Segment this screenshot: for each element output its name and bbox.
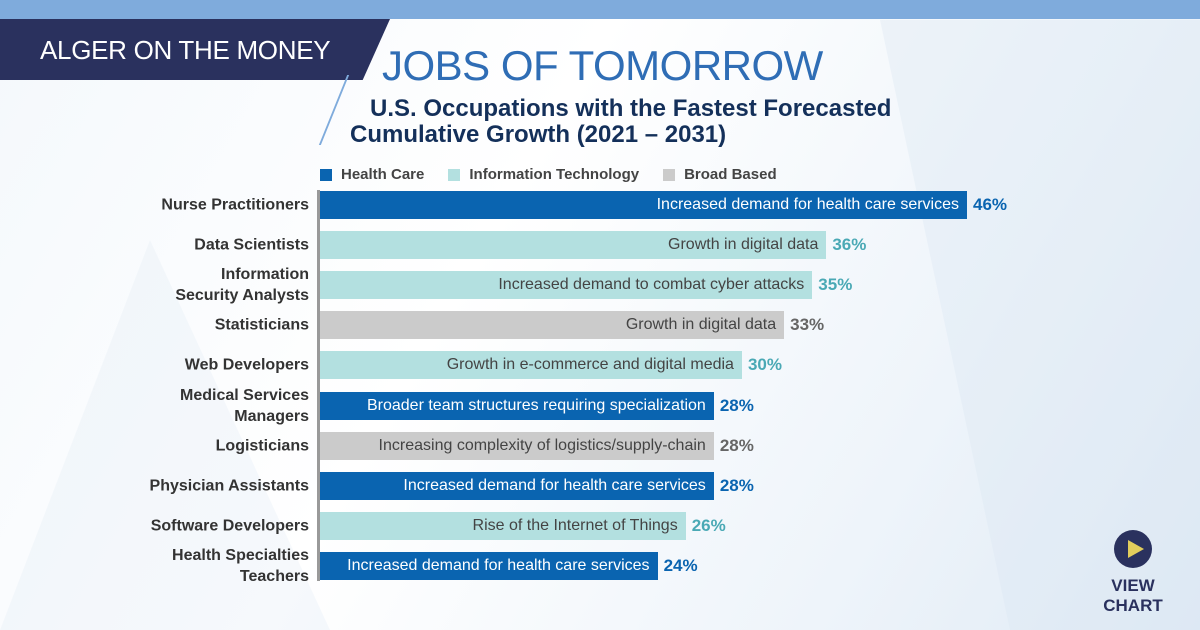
page-title: JOBS OF TOMORROW	[382, 42, 823, 89]
bar-row: Data Scientists Growth in digital data 36%	[0, 225, 1200, 265]
category-label: Data Scientists	[194, 236, 309, 254]
bar: Increased demand for health care service…	[320, 551, 658, 580]
data-label: 28%	[719, 435, 754, 455]
bar-reason-label: Rise of the Internet of Things	[472, 516, 678, 534]
bar-row: Physician Assistants Increased demand for…	[0, 466, 1200, 506]
bar-row: Logisticians Increasing complexity of log…	[0, 426, 1200, 466]
bar: Growth in digital data	[320, 231, 827, 260]
chart-title: U.S. Occupations with the Fastest Foreca…	[350, 96, 970, 148]
legend-swatch	[663, 168, 676, 181]
category-label: Physician Assistants	[149, 477, 309, 495]
data-label: 24%	[663, 555, 698, 575]
bar: Increased demand for health care service…	[320, 191, 967, 219]
chart-title-line1: U.S. Occupations with the Fastest Foreca…	[370, 95, 892, 122]
bar-reason-label: Increased demand to combat cyber attacks	[498, 276, 805, 294]
data-label: 28%	[719, 475, 754, 495]
bar-reason-label: Growth in digital data	[625, 316, 777, 334]
brand-banner: ALGER ON THE MONEY	[0, 19, 390, 80]
legend-item: Information Technology	[448, 166, 639, 183]
view-chart-label[interactable]: VIEW CHART	[1103, 576, 1163, 615]
data-label: 46%	[973, 195, 1008, 214]
category-label: Software Developers	[150, 517, 309, 535]
bar-reason-label: Increased demand for health care service…	[347, 556, 650, 574]
bar: Growth in digital data	[320, 311, 785, 340]
category-label: Information Security Analysts	[175, 266, 309, 305]
bar-reason-label: Growth in digital data	[668, 236, 819, 254]
view-chart-button[interactable]: VIEW CHART	[1080, 530, 1186, 616]
bar-reason-label: Growth in e-commerce and digital media	[446, 356, 734, 374]
legend-item: Health Care	[320, 166, 424, 183]
bar-reason-label: Increased demand for health care service…	[656, 196, 959, 213]
play-icon[interactable]	[1114, 530, 1152, 568]
bar-row: Health Specialties Teachers Increased dema…	[0, 546, 1200, 586]
data-label: 33%	[790, 315, 825, 335]
legend-label: Health Care	[341, 166, 425, 183]
data-label: 26%	[691, 515, 726, 535]
bar-row: Web Developers Growth in e-commerce and d…	[0, 345, 1200, 385]
chart-title-line2: Cumulative Growth (2021 – 2031)	[350, 121, 727, 148]
legend-swatch	[448, 168, 461, 181]
bar: Increasing complexity of logistics/suppl…	[320, 431, 714, 460]
legend: Health Care Information Technology Broad B…	[320, 166, 777, 183]
category-label: Logisticians	[215, 437, 309, 455]
legend-label: Information Technology	[469, 166, 640, 183]
bar: Broader team structures requiring specia…	[320, 391, 714, 420]
top-bar	[0, 0, 1200, 19]
bar-row: Statisticians Growth in digital data 33%	[0, 305, 1200, 345]
bar-row: Software Developers Rise of the Internet …	[0, 506, 1200, 546]
brand-text: ALGER ON THE MONEY	[40, 35, 331, 65]
legend-swatch	[320, 168, 332, 181]
data-label: 30%	[747, 355, 782, 375]
category-label: Web Developers	[184, 356, 309, 374]
bar: Increased demand for health care service…	[320, 471, 714, 500]
bar: Growth in e-commerce and digital media	[320, 351, 742, 380]
bar-row: Nurse Practitioners Increased demand for …	[0, 185, 1200, 225]
bar-row: Information Security Analysts Increased de…	[0, 265, 1200, 305]
legend-label: Broad Based	[684, 166, 777, 183]
bar-reason-label: Increasing complexity of logistics/suppl…	[378, 436, 706, 454]
data-label: 36%	[832, 235, 867, 255]
y-axis-line	[317, 190, 320, 581]
category-label: Nurse Practitioners	[161, 196, 309, 214]
data-label: 28%	[719, 395, 754, 415]
bar-reason-label: Increased demand for health care service…	[403, 476, 706, 494]
bar: Increased demand to combat cyber attacks	[320, 271, 813, 300]
category-label: Statisticians	[214, 316, 309, 334]
bar-row: Medical Services Managers Broader team str…	[0, 386, 1200, 426]
data-label: 35%	[818, 275, 853, 295]
bar-reason-label: Broader team structures requiring specia…	[366, 396, 706, 414]
category-label: Health Specialties Teachers	[172, 546, 309, 585]
bar: Rise of the Internet of Things	[320, 511, 686, 540]
legend-item: Broad Based	[663, 166, 777, 183]
category-label: Medical Services Managers	[180, 386, 309, 425]
